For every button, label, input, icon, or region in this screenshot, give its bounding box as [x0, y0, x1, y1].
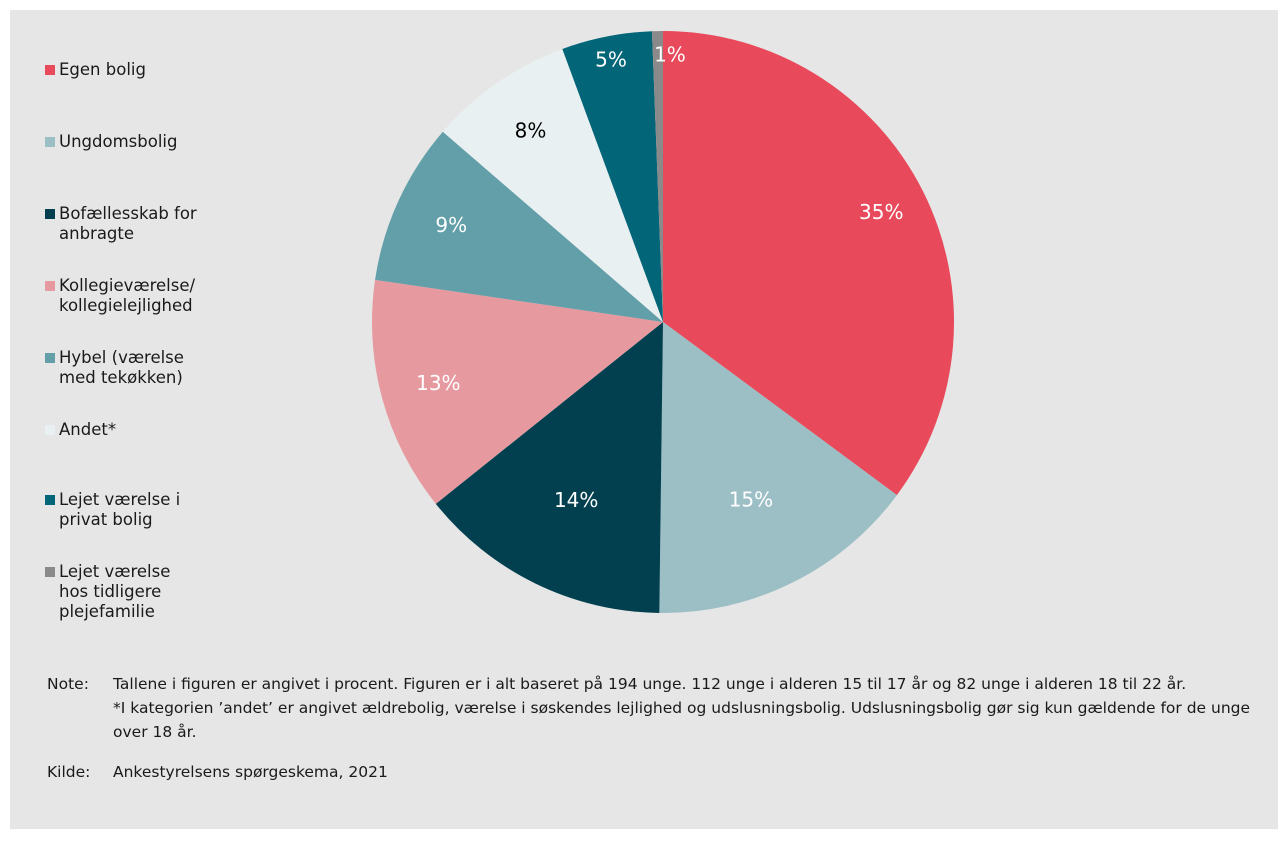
note-text-2: *I kategorien ’andet’ er angivet ældrebo… — [113, 699, 1251, 741]
pie-slice — [651, 31, 663, 322]
slice-percent-label: 8% — [515, 119, 547, 143]
legend-label: Kollegieværelse/kollegielejlighed — [59, 276, 196, 315]
slice-percent-label: 13% — [416, 371, 460, 395]
slice-percent-label: 35% — [859, 200, 903, 224]
pie-slice — [663, 31, 955, 496]
pie-slice — [562, 31, 663, 322]
note-row: Note: Tallene i figuren er angivet i pro… — [47, 672, 1257, 744]
note-label: Note: — [47, 675, 89, 693]
pie-slice — [659, 322, 897, 613]
legend-swatch — [45, 209, 55, 219]
legend-swatch — [45, 353, 55, 363]
legend-item: Ungdomsbolig — [45, 132, 255, 152]
legend-swatch — [45, 281, 55, 291]
pie-slice — [375, 131, 663, 322]
legend-label: Egen bolig — [59, 60, 146, 79]
legend-item: Andet* — [45, 420, 255, 440]
source-text: Ankestyrelsens spørgeskema, 2021 — [113, 763, 388, 781]
legend-swatch — [45, 567, 55, 577]
legend-label: Andet* — [59, 420, 117, 439]
legend-swatch — [45, 495, 55, 505]
legend-item: Bofællesskab for anbragte — [45, 204, 255, 244]
slice-percent-label: 15% — [729, 487, 773, 511]
legend-label: Lejet værelse hos tidligere plejefamilie — [59, 562, 171, 621]
legend-swatch — [45, 137, 55, 147]
legend-swatch — [45, 65, 55, 75]
legend-item: Lejet værelse hos tidligere plejefamilie — [45, 562, 255, 622]
legend-item: Lejet værelse i privat bolig — [45, 490, 255, 530]
source-row: Kilde: Ankestyrelsens spørgeskema, 2021 — [47, 760, 1257, 784]
legend-item: Egen bolig — [45, 60, 255, 80]
pie-slices — [371, 31, 955, 613]
slice-percent-label: 14% — [554, 488, 598, 512]
figure-notes: Note: Tallene i figuren er angivet i pro… — [47, 672, 1257, 784]
note-body: Tallene i figuren er angivet i procent. … — [113, 672, 1257, 744]
legend-item: Kollegieværelse/kollegielejlighed — [45, 276, 255, 316]
legend-item: Hybel (værelse med tekøkken) — [45, 348, 255, 388]
legend-label: Bofællesskab for anbragte — [59, 204, 197, 243]
legend-label: Hybel (værelse med tekøkken) — [59, 348, 184, 387]
slice-percent-label: 5% — [595, 47, 627, 71]
legend-swatch — [45, 425, 55, 435]
note-text-1: Tallene i figuren er angivet i procent. … — [113, 675, 1187, 693]
slice-percent-label: 1% — [654, 42, 686, 66]
source-label: Kilde: — [47, 763, 91, 781]
slice-percent-label: 9% — [435, 213, 467, 237]
legend-label: Ungdomsbolig — [59, 132, 178, 151]
pie-slice — [435, 322, 663, 613]
pie-slice-labels: 35% 15% 14% 13% 9% 8% 5% 1% — [416, 42, 903, 511]
pie-slice — [442, 48, 663, 323]
legend-label: Lejet værelse i privat bolig — [59, 490, 181, 529]
pie-slice — [371, 279, 663, 504]
